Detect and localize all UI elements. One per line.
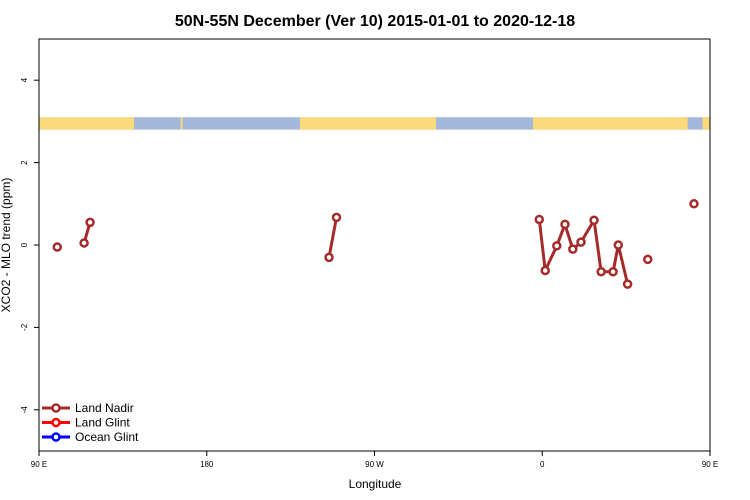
- y-tick-label: 4: [20, 77, 29, 82]
- y-tick-label: -4: [20, 406, 29, 414]
- data-point: [596, 267, 606, 277]
- data-point: [689, 199, 699, 209]
- x-axis-label: Longitude: [349, 477, 402, 491]
- legend-label: Land Nadir: [75, 401, 134, 415]
- y-tick-label: 0: [20, 242, 29, 247]
- x-tick-label: 0: [540, 460, 545, 469]
- y-tick-label: 2: [20, 160, 29, 165]
- data-point: [608, 267, 618, 277]
- data-point: [642, 254, 653, 265]
- data-point: [589, 215, 599, 226]
- land-ocean-band: [39, 117, 710, 130]
- x-tick-label: 90 W: [365, 460, 384, 469]
- land-band-segment: [299, 117, 437, 130]
- plot-frame: [38, 38, 711, 452]
- legend-marker: [51, 417, 61, 428]
- y-axis: -4 -2 0 2 4: [20, 77, 39, 413]
- series-layer: [52, 199, 699, 289]
- data-point: [52, 242, 63, 252]
- x-tick-label: 90 E: [702, 460, 718, 469]
- x-tick-label: 180: [200, 460, 214, 469]
- legend-marker: [51, 432, 61, 442]
- data-point: [613, 240, 624, 250]
- data-point: [85, 217, 95, 228]
- x-tick-label: 90 E: [31, 460, 47, 469]
- chart-title: 50N-55N December (Ver 10) 2015-01-01 to …: [175, 13, 575, 30]
- legend-marker: [51, 403, 61, 413]
- land-band-segment: [532, 117, 688, 130]
- data-point: [568, 244, 578, 254]
- data-point: [540, 265, 550, 276]
- data-point: [79, 238, 89, 248]
- series-line: [327, 217, 338, 258]
- data-point: [622, 279, 633, 289]
- legend-label: Ocean Glint: [75, 430, 139, 444]
- data-point: [560, 219, 570, 230]
- legend-label: Land Glint: [75, 416, 130, 430]
- land-band-segment: [180, 117, 183, 130]
- land-band-segment: [39, 117, 135, 130]
- data-point: [534, 214, 545, 225]
- land-band-segment: [702, 117, 710, 130]
- y-axis-label: XCO2 - MLO trend (ppm): [0, 178, 13, 313]
- data-point: [324, 252, 334, 263]
- data-point: [576, 237, 586, 247]
- data-point: [331, 212, 342, 223]
- y-tick-label: -2: [20, 323, 29, 331]
- data-point: [552, 241, 562, 251]
